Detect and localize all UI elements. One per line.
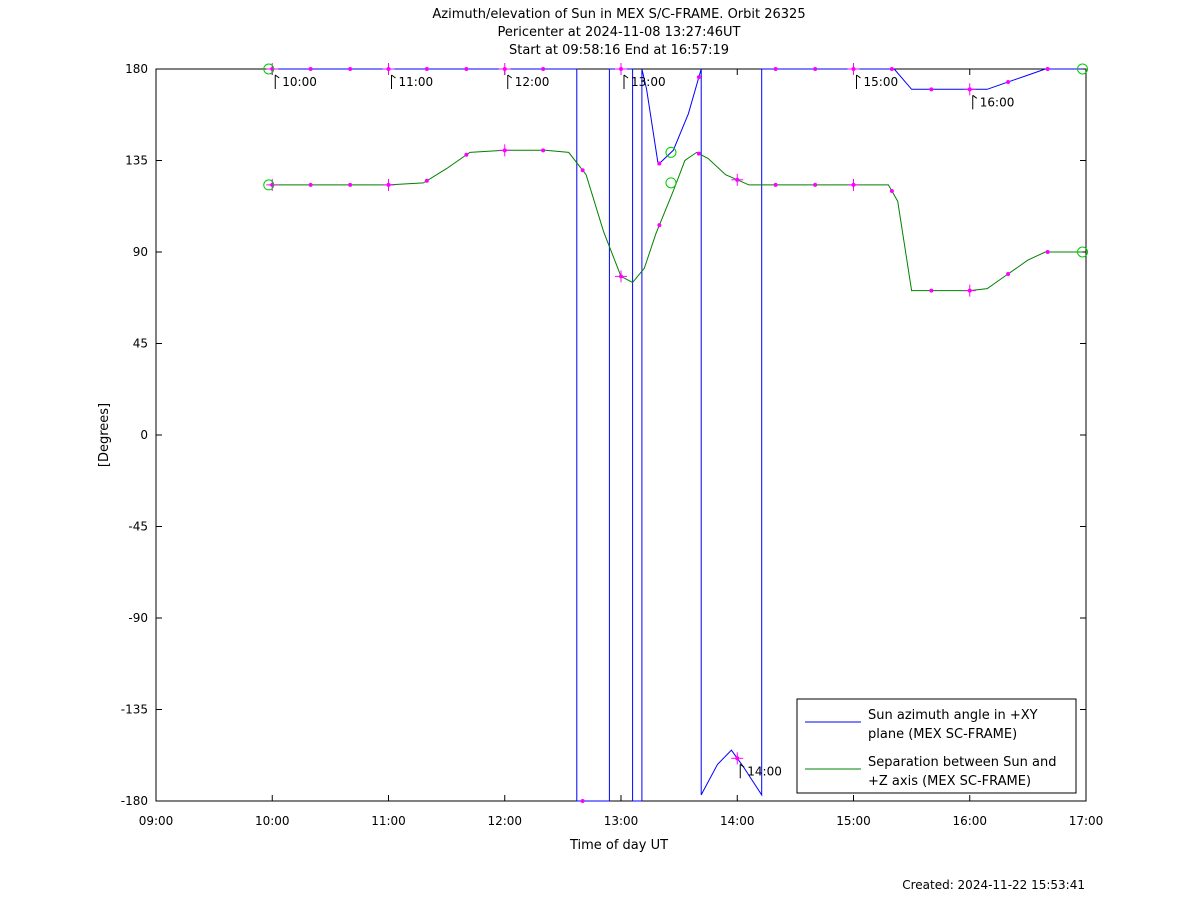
title-line-3: Start at 09:58:16 End at 16:57:19 xyxy=(509,43,729,58)
time-marker-dot xyxy=(773,182,778,187)
time-marker-dot xyxy=(657,223,662,228)
y-tick-label: 90 xyxy=(133,245,148,259)
pericenter-circle xyxy=(665,177,677,189)
x-axis-label: Time of day UT xyxy=(569,838,668,853)
title-line-1: Azimuth/elevation of Sun in MEX S/C-FRAM… xyxy=(432,7,805,22)
y-tick-label: 0 xyxy=(140,428,148,442)
title-line-2: Pericenter at 2024-11-08 13:27:46UT xyxy=(497,25,740,40)
annotation-arrow xyxy=(623,74,629,79)
time-marker-dot xyxy=(813,182,818,187)
x-tick-label: 11:00 xyxy=(371,814,406,828)
time-marker-dot xyxy=(773,67,778,71)
x-tick-label: 10:00 xyxy=(255,814,290,828)
legend-label: Separation between Sun and xyxy=(868,755,1056,770)
y-tick-label: -135 xyxy=(121,703,148,717)
time-marker-dot xyxy=(424,67,429,71)
x-tick-label: 17:00 xyxy=(1069,814,1104,828)
hour-annotations: 10:00 11:00 12:00 13:00 14:00 15:00 16:00 xyxy=(274,74,1015,779)
x-tick-label: 09:00 xyxy=(139,814,174,828)
time-marker-dot xyxy=(1006,271,1011,276)
time-marker-dot xyxy=(929,288,934,293)
time-marker-dot xyxy=(813,67,818,71)
legend-label: plane (MEX SC-FRAME) xyxy=(868,727,1017,742)
time-marker-dot xyxy=(541,148,546,153)
legend-label: Sun azimuth angle in +XY xyxy=(868,708,1038,723)
annotation-arrow xyxy=(739,763,745,768)
time-marker-dot xyxy=(348,182,353,187)
plot-area xyxy=(155,68,1087,802)
legend-label: +Z axis (MEX SC-FRAME) xyxy=(868,774,1031,789)
x-tick-label: 15:00 xyxy=(836,814,871,828)
x-axis: 09:00 10:00 11:00 12:00 13:00 14:00 15:00 16:00… xyxy=(139,69,1104,828)
pericenter-circle xyxy=(665,146,677,158)
annotation-arrow xyxy=(274,74,280,79)
annotation-label: 14:00 xyxy=(747,764,782,778)
time-marker-dot xyxy=(1045,67,1050,71)
y-tick-label: -90 xyxy=(128,611,148,625)
time-marker-dot xyxy=(308,67,313,71)
time-marker-dot xyxy=(1045,250,1050,254)
x-tick-label: 12:00 xyxy=(487,814,522,828)
legend-box xyxy=(796,698,1077,794)
annotation-arrow xyxy=(972,94,978,99)
start-end-circle xyxy=(263,63,275,75)
time-marker-dot xyxy=(580,168,585,173)
y-axis-label: [Degrees] xyxy=(97,403,112,467)
time-marker-dot xyxy=(929,87,934,92)
time-marker-dot xyxy=(464,152,469,157)
time-marker-dot xyxy=(889,67,894,71)
y-tick-label: 45 xyxy=(133,337,148,351)
annotation-label: 11:00 xyxy=(399,75,434,89)
annotation-label: 10:00 xyxy=(282,75,317,89)
annotation-arrow xyxy=(856,74,861,79)
y-axis: 180 135 90 45 0 -45 -90 -135 -180 xyxy=(121,62,1086,808)
y-tick-label: 135 xyxy=(125,154,148,168)
x-tick-label: 16:00 xyxy=(952,814,987,828)
series-layer xyxy=(268,68,1083,802)
series-line-separation xyxy=(268,149,1083,292)
annotation-arrow xyxy=(507,74,513,79)
annotation-label: 12:00 xyxy=(515,75,550,89)
annotation-arrow xyxy=(391,74,396,79)
time-marker-dot xyxy=(657,161,662,166)
time-marker-dot xyxy=(696,75,701,80)
created-footer: Created: 2024-11-22 15:53:41 xyxy=(902,878,1085,892)
start-end-circle xyxy=(1077,246,1089,258)
time-marker-dot xyxy=(424,178,429,183)
time-marker-dot xyxy=(348,67,353,71)
x-tick-label: 14:00 xyxy=(720,814,755,828)
start-end-circle xyxy=(263,179,275,191)
series-line-azimuth xyxy=(268,68,1083,802)
y-tick-label: -180 xyxy=(121,794,148,808)
legend: Sun azimuth angle in +XY plane (MEX SC-FR… xyxy=(796,698,1077,794)
y-tick-label: -45 xyxy=(128,520,148,534)
x-tick-label: 13:00 xyxy=(604,814,639,828)
annotation-label: 13:00 xyxy=(631,75,666,89)
y-tick-label: 180 xyxy=(125,62,148,76)
start-end-circle xyxy=(1077,63,1089,75)
time-marker-dot xyxy=(541,67,546,71)
time-marker-dot xyxy=(308,182,313,187)
annotation-label: 15:00 xyxy=(864,75,899,89)
annotation-label: 16:00 xyxy=(980,95,1015,109)
time-marker-dot xyxy=(1006,80,1011,85)
time-marker-dot xyxy=(464,67,469,71)
marker-layer xyxy=(263,63,1089,803)
time-marker-dot xyxy=(696,151,701,156)
time-marker-dot xyxy=(889,189,894,193)
chart-title: Azimuth/elevation of Sun in MEX S/C-FRAM… xyxy=(432,7,805,58)
time-marker-dot xyxy=(580,799,585,803)
